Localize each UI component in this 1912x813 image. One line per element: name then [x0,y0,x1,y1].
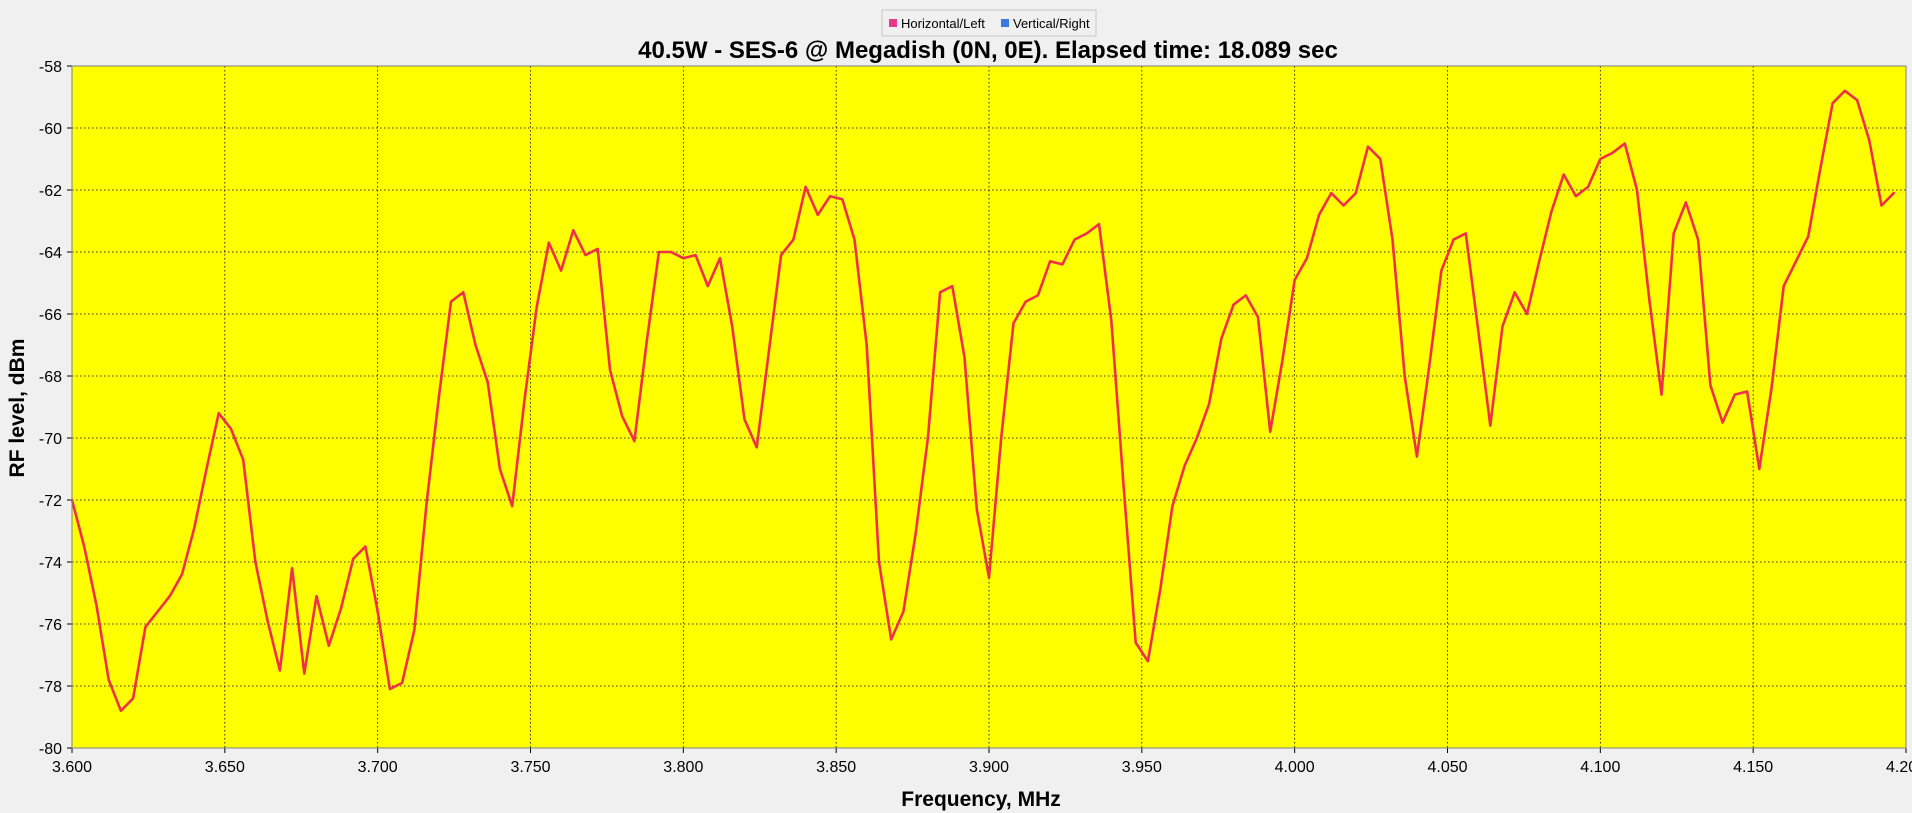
y-tick-label: -64 [39,245,62,262]
x-tick-label: 3.950 [1122,759,1162,776]
legend-box [881,9,1097,37]
chart-title: 40.5W - SES-6 @ Megadish (0N, 0E). Elaps… [638,37,1338,64]
y-tick-label: -76 [39,617,62,634]
legend-label-vertical-right[interactable]: Vertical/Right [1013,16,1090,31]
x-tick-label: 3.800 [663,759,703,776]
x-tick-label: 3.650 [205,759,245,776]
x-tick-label: 3.900 [969,759,1009,776]
y-tick-label: -68 [39,369,62,386]
series-layer [70,89,1896,713]
y-tick-label: -58 [39,59,62,76]
y-tick-label: -78 [39,679,62,696]
y-tick-label: -80 [39,741,62,758]
y-tick-label: -74 [39,555,62,572]
x-axis-title: Frequency, MHz [901,788,1060,811]
legend-swatch-horizontal-left [889,19,897,27]
legend-label-horizontal-left[interactable]: Horizontal/Left [901,16,985,31]
y-tick-label: -62 [39,183,62,200]
x-tick-label: 3.850 [816,759,856,776]
grid-lines [71,65,1907,749]
y-tick-label: -70 [39,431,62,448]
x-tick-label: 3.750 [510,759,550,776]
legend-swatch-vertical-right [1001,19,1009,27]
x-tick-label: 3.600 [52,759,92,776]
x-tick-label: 4.200 [1886,759,1912,776]
x-tick-label: 4.050 [1427,759,1467,776]
legend[interactable]: Horizontal/Left Vertical/Right [881,9,1097,37]
x-tick-label: 4.100 [1580,759,1620,776]
y-axis-title: RF level, dBm [6,339,29,478]
y-tick-label: -66 [39,307,62,324]
plot-border [71,65,1907,749]
y-tick-label: -60 [39,121,62,138]
x-tick-label: 4.150 [1733,759,1773,776]
x-tick-label: 4.000 [1275,759,1315,776]
series-line-horizontal-left [70,89,1896,713]
x-tick-label: 3.700 [358,759,398,776]
y-tick-label: -72 [39,493,62,510]
axis-ticks: 3.600 3.650 3.700 3.750 3.800 3.850 3.900 3.950… [39,59,1912,776]
